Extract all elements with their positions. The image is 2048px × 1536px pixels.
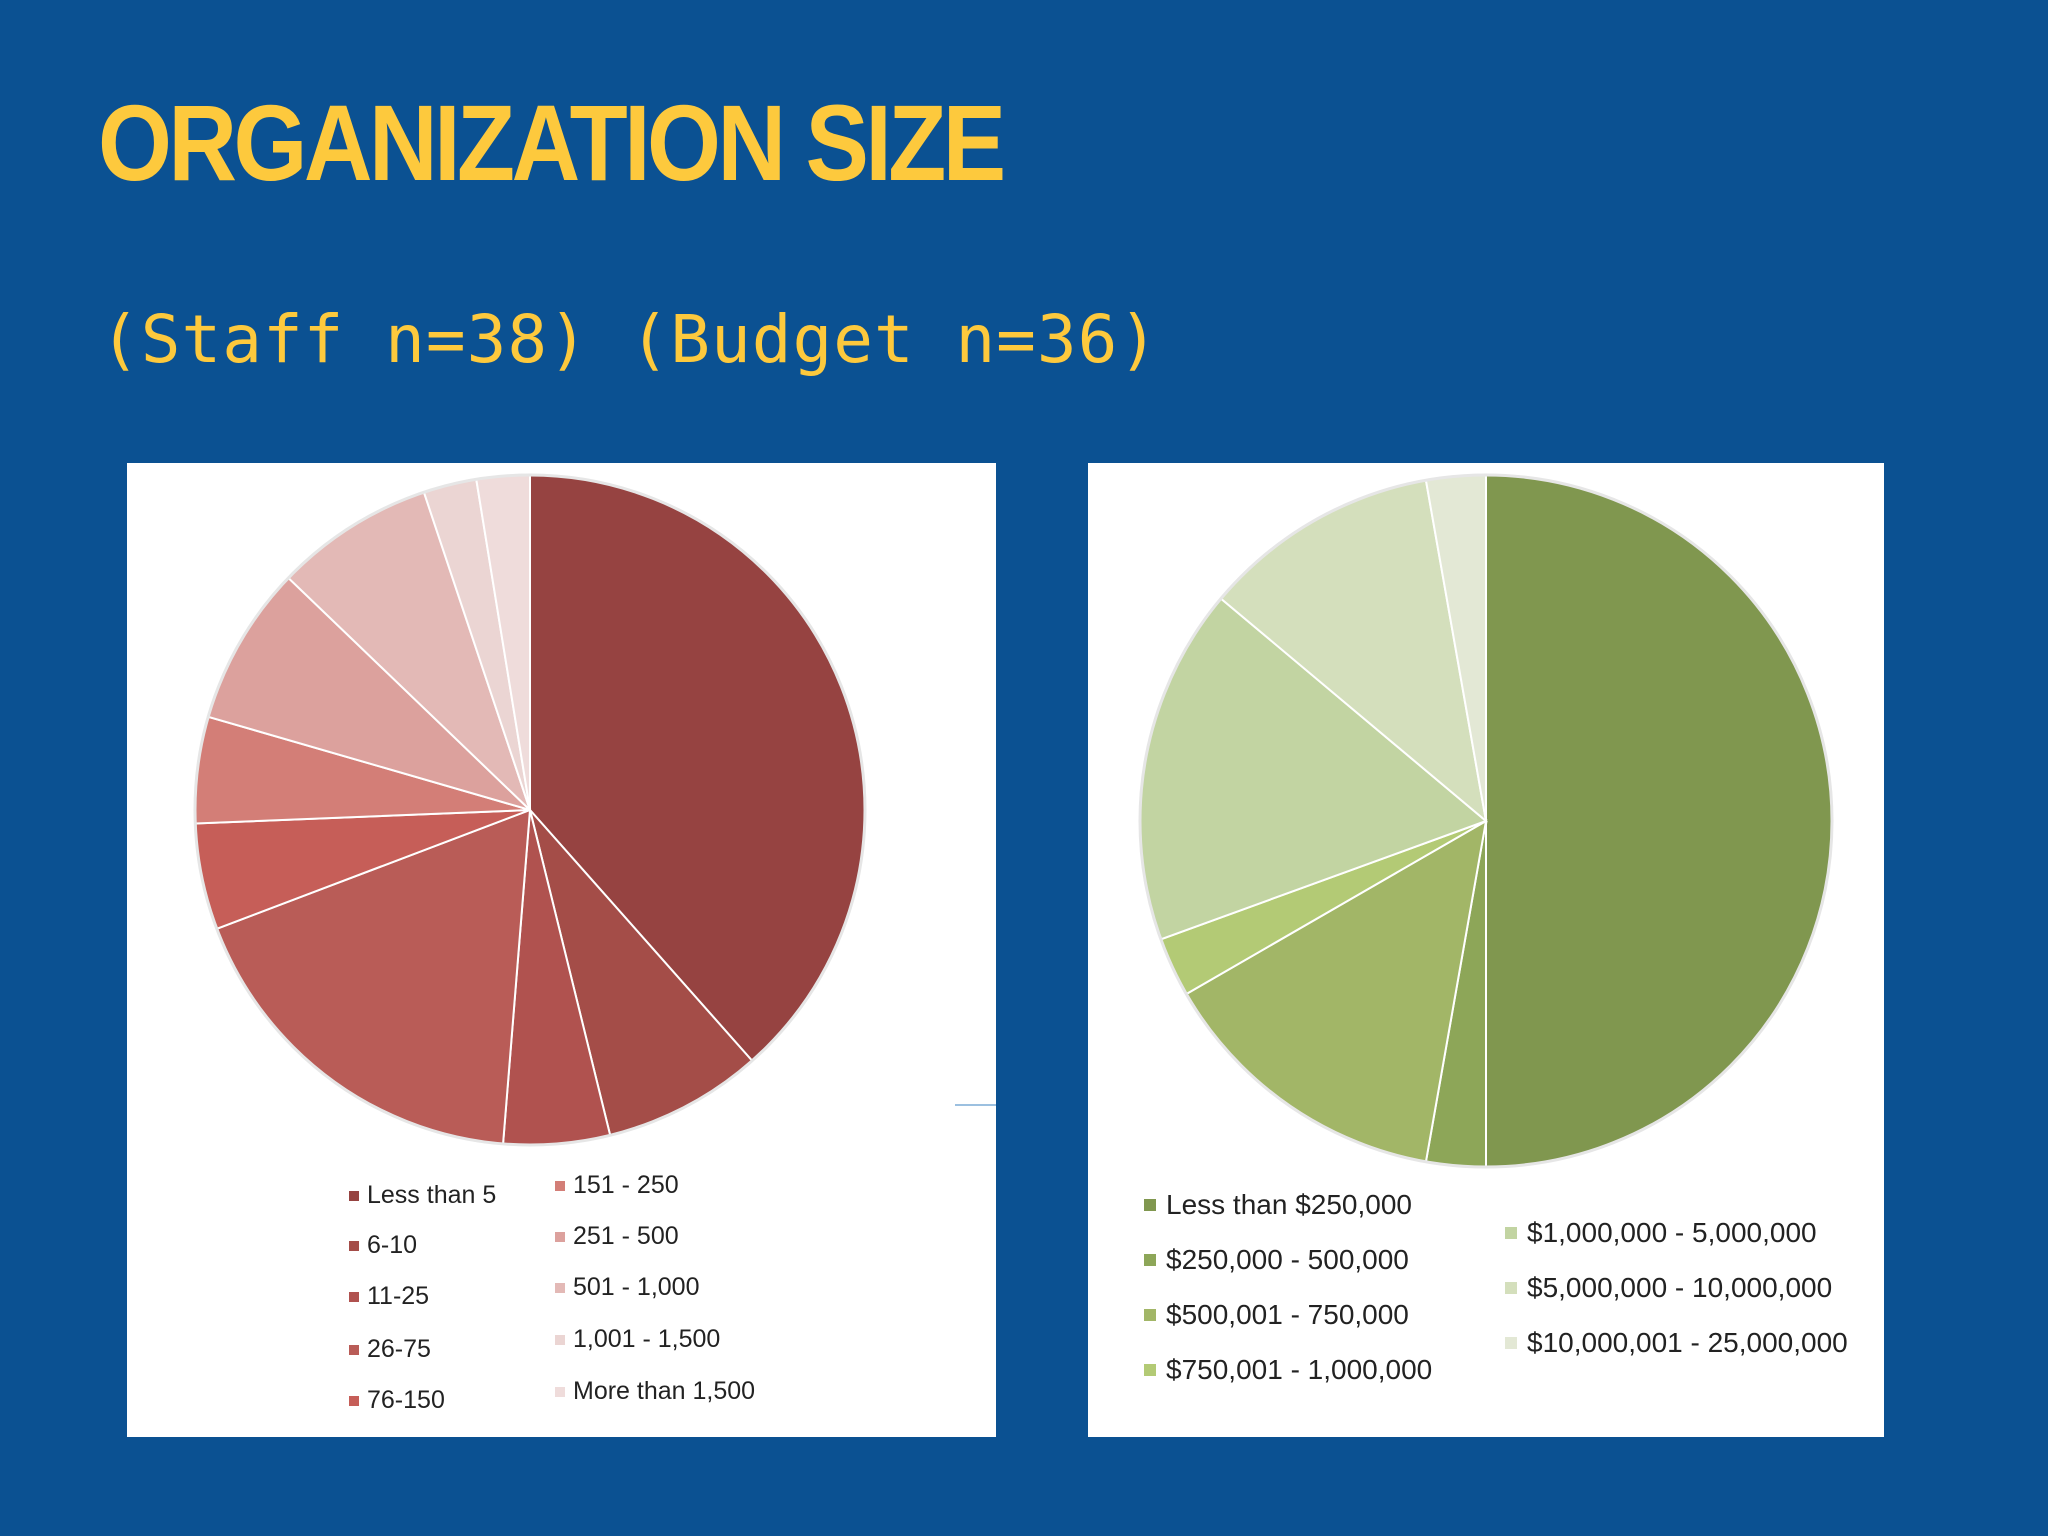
slide-subtitle: (Staff n=38) (Budget n=36) — [100, 301, 1160, 378]
staff-legend-label: 251 - 500 — [573, 1222, 679, 1250]
budget-legend-label: $750,001 - 1,000,000 — [1166, 1354, 1433, 1385]
staff-pie-chart — [193, 473, 867, 1147]
budget-legend-item: $10,000,001 - 25,000,000 — [1505, 1327, 1848, 1359]
staff-legend-swatch — [555, 1180, 565, 1191]
staff-legend-item: 151 - 250 — [555, 1171, 679, 1200]
budget-legend-swatch — [1144, 1309, 1156, 1321]
budget-legend-label: Less than $250,000 — [1166, 1189, 1412, 1220]
budget-legend-label: $500,001 - 750,000 — [1166, 1299, 1409, 1330]
staff-legend-swatch — [555, 1282, 565, 1293]
budget-legend-item: $250,000 - 500,000 — [1144, 1244, 1409, 1276]
staff-legend-item: 26-75 — [349, 1335, 431, 1364]
staff-legend-label: 501 - 1,000 — [573, 1273, 700, 1301]
divider-line — [955, 1104, 996, 1106]
staff-pie-rim — [193, 473, 867, 1147]
staff-legend-label: 6-10 — [367, 1231, 418, 1259]
budget-legend-label: $10,000,001 - 25,000,000 — [1527, 1327, 1848, 1358]
budget-legend-swatch — [1505, 1282, 1517, 1294]
budget-legend-swatch — [1144, 1199, 1156, 1211]
staff-legend-swatch — [555, 1386, 565, 1397]
staff-legend-item: More than 1,500 — [555, 1377, 755, 1406]
staff-legend-label: 26-75 — [367, 1335, 431, 1363]
budget-chart-panel: Less than $250,000 $250,000 - 500,000 $500… — [1088, 463, 1884, 1437]
staff-legend-label: 11-25 — [367, 1282, 430, 1310]
budget-legend-item: $1,000,000 - 5,000,000 — [1505, 1217, 1817, 1249]
budget-legend-swatch — [1144, 1364, 1156, 1376]
staff-legend-item: 501 - 1,000 — [555, 1273, 700, 1302]
staff-legend-swatch — [349, 1240, 359, 1251]
staff-legend-label: Less than 5 — [367, 1181, 497, 1209]
staff-legend-label: 76-150 — [367, 1386, 445, 1414]
budget-legend-swatch — [1505, 1337, 1517, 1349]
budget-legend-label: $5,000,000 - 10,000,000 — [1527, 1272, 1833, 1303]
staff-legend-swatch — [349, 1395, 359, 1406]
budget-legend-label: $1,000,000 - 5,000,000 — [1527, 1217, 1817, 1248]
budget-legend-item: Less than $250,000 — [1144, 1189, 1412, 1221]
staff-legend-item: 76-150 — [349, 1386, 445, 1415]
staff-legend-label: 1,001 - 1,500 — [573, 1325, 721, 1353]
budget-pie-chart — [1138, 473, 1834, 1169]
budget-legend-item: $500,001 - 750,000 — [1144, 1299, 1409, 1331]
staff-legend-item: 11-25 — [349, 1282, 429, 1311]
staff-legend-swatch — [555, 1334, 565, 1345]
budget-slice-less-than-250-000 — [1485, 473, 1833, 1169]
slide-title: Organization Size — [98, 82, 1006, 203]
staff-legend-label: More than 1,500 — [573, 1377, 756, 1405]
budget-pie-rim — [1138, 473, 1834, 1169]
staff-legend-swatch — [349, 1291, 359, 1302]
staff-legend-swatch — [555, 1231, 565, 1242]
budget-legend-item: $5,000,000 - 10,000,000 — [1505, 1272, 1832, 1304]
budget-legend-label: $250,000 - 500,000 — [1166, 1244, 1409, 1275]
staff-legend-swatch — [349, 1190, 359, 1201]
staff-legend-item: 251 - 500 — [555, 1222, 679, 1251]
staff-legend-item: 1,001 - 1,500 — [555, 1325, 720, 1354]
staff-legend-item: Less than 5 — [349, 1181, 496, 1210]
budget-legend-item: $750,001 - 1,000,000 — [1144, 1354, 1432, 1386]
staff-legend-item: 6-10 — [349, 1231, 417, 1260]
staff-legend-swatch — [349, 1344, 359, 1355]
budget-legend-swatch — [1144, 1254, 1156, 1266]
budget-legend-swatch — [1505, 1227, 1517, 1239]
staff-chart-panel: Less than 5 6-10 11-25 26-75 76-150 151 - 250… — [127, 463, 996, 1437]
staff-legend-label: 151 - 250 — [573, 1171, 679, 1199]
